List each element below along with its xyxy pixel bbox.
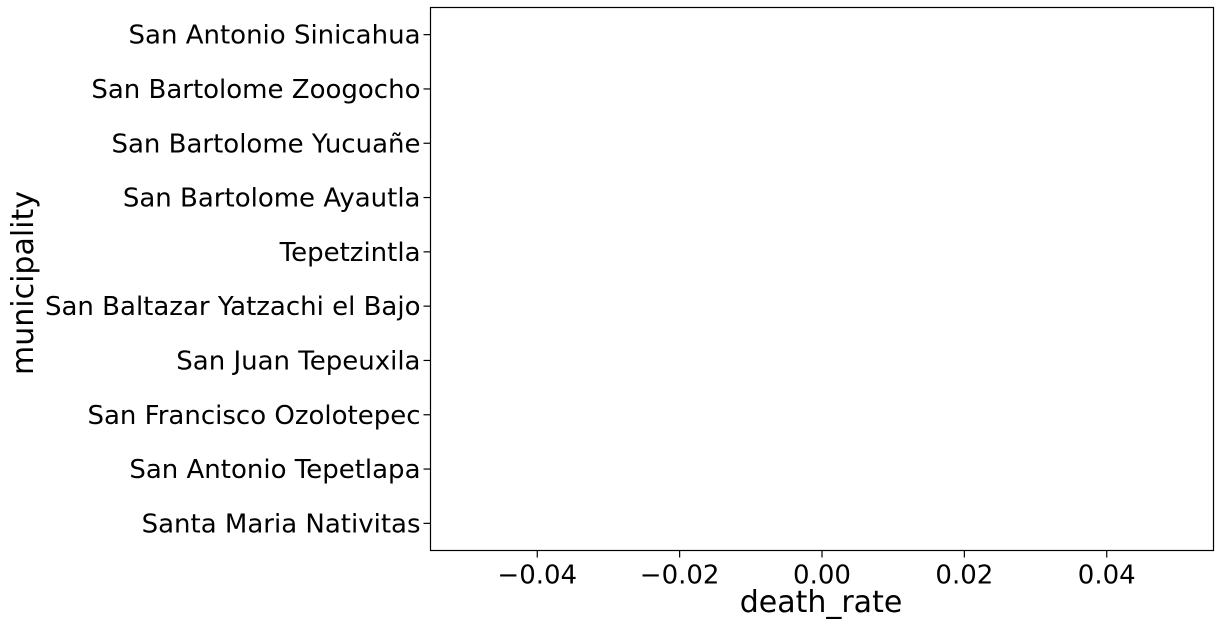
x-axis-title: death_rate bbox=[740, 585, 903, 620]
x-axis-ticks: −0.04 −0.02 0.00 0.02 0.04 bbox=[497, 550, 1136, 591]
x-tick-label: −0.02 bbox=[640, 561, 720, 591]
y-tick-label: San Francisco Ozolotepec bbox=[87, 401, 420, 431]
x-tick-label: −0.04 bbox=[497, 561, 577, 591]
y-tick-label: San Antonio Sinicahua bbox=[129, 21, 421, 51]
x-tick-label: 0.00 bbox=[793, 561, 851, 591]
plot-area-frame bbox=[429, 6, 1215, 552]
y-tick-label: San Bartolome Ayautla bbox=[123, 184, 421, 214]
y-tick-label: Tepetzintla bbox=[279, 238, 421, 268]
y-tick-label: San Juan Tepeuxila bbox=[176, 346, 420, 376]
y-tick-label: Santa Maria Nativitas bbox=[142, 509, 421, 539]
y-tick-label: San Antonio Tepetlapa bbox=[129, 455, 420, 485]
x-tick-label: 0.02 bbox=[935, 561, 993, 591]
y-axis-ticks: San Antonio Sinicahua San Bartolome Zoogo… bbox=[45, 21, 431, 539]
x-tick-label: 0.04 bbox=[1078, 561, 1136, 591]
y-axis-title: municipality bbox=[6, 191, 41, 375]
y-tick-label: San Bartolome Zoogocho bbox=[91, 75, 420, 105]
y-tick-label: San Baltazar Yatzachi el Bajo bbox=[45, 292, 421, 322]
y-tick-label: San Bartolome Yucuañe bbox=[111, 129, 420, 159]
